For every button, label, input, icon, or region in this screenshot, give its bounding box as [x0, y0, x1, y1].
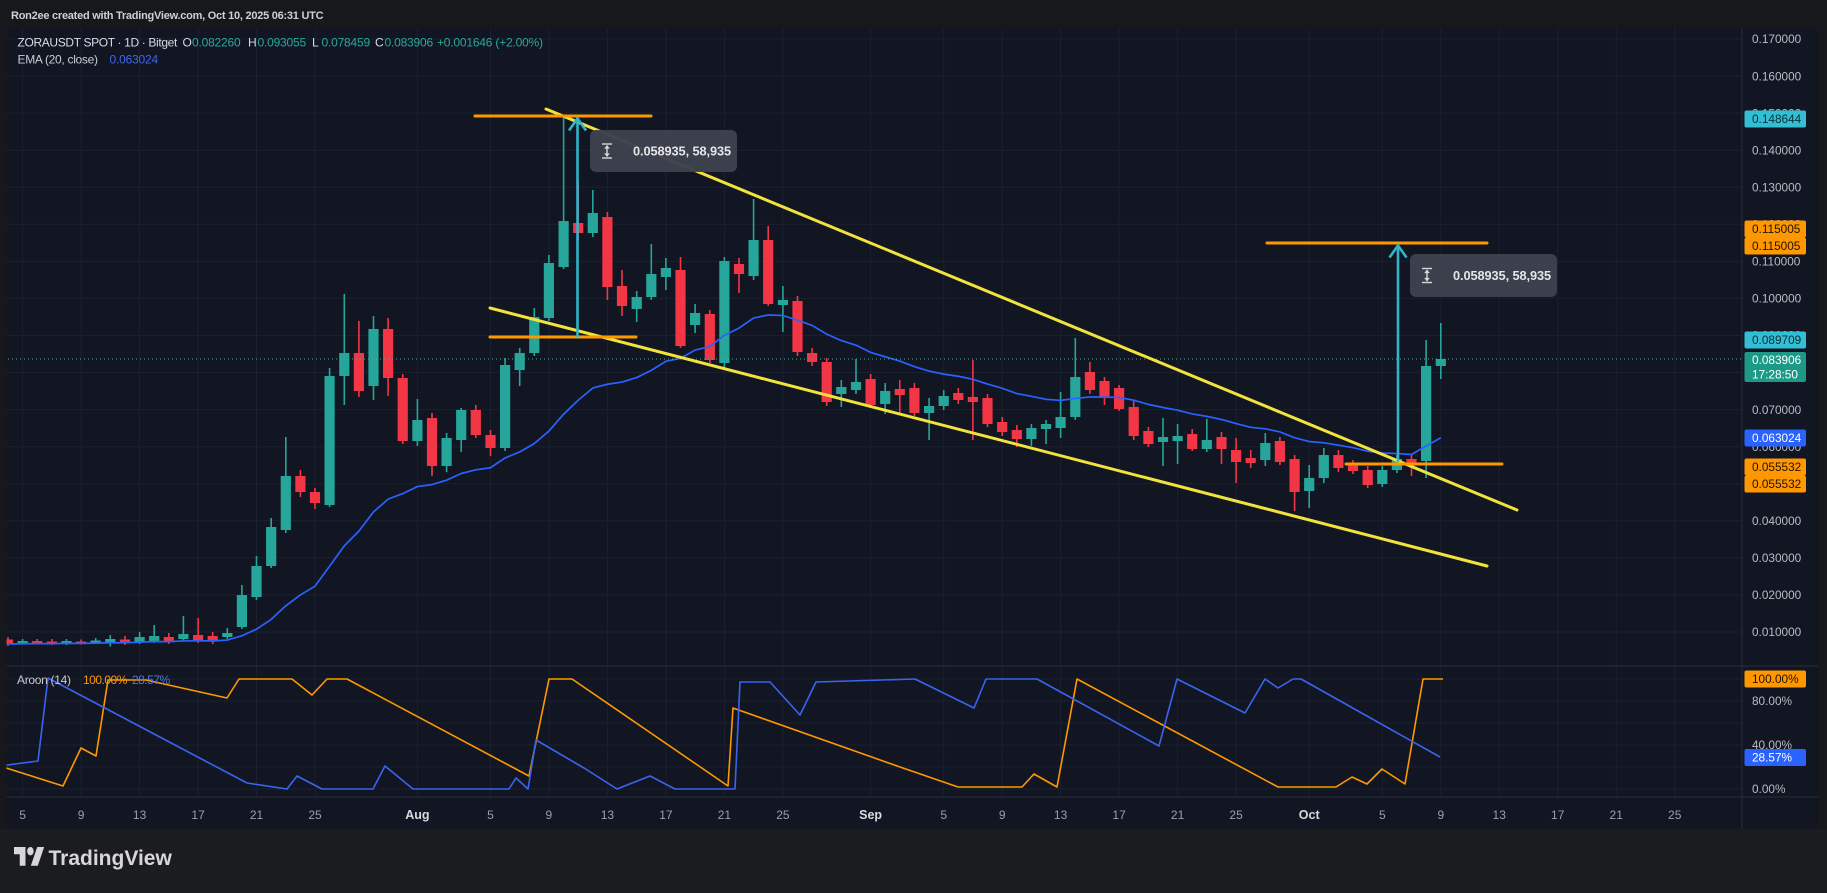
svg-text:5: 5 [1379, 808, 1386, 822]
svg-text:0.130000: 0.130000 [1752, 180, 1802, 194]
svg-text:0.115005: 0.115005 [1752, 239, 1801, 253]
svg-text:21: 21 [718, 808, 732, 822]
svg-text:80.00%: 80.00% [1752, 694, 1793, 708]
svg-text:25: 25 [776, 808, 790, 822]
svg-text:13: 13 [601, 808, 615, 822]
svg-text:0.083906: 0.083906 [1752, 353, 1802, 367]
svg-text:40.00%: 40.00% [1752, 738, 1793, 752]
svg-text:0.115005: 0.115005 [1752, 222, 1801, 236]
svg-text:17: 17 [1112, 808, 1126, 822]
svg-text:0.082260: 0.082260 [192, 36, 241, 50]
svg-text:0.100000: 0.100000 [1752, 292, 1802, 306]
svg-text:0.148644: 0.148644 [1752, 112, 1802, 126]
svg-text:EMA (20, close): EMA (20, close) [18, 53, 99, 67]
svg-text:0.058935, 58,935: 0.058935, 58,935 [633, 144, 731, 159]
svg-text:Aroon (14): Aroon (14) [17, 673, 71, 687]
svg-text:0.055532: 0.055532 [1752, 460, 1801, 474]
svg-text:9: 9 [546, 808, 553, 822]
svg-text:0.083906: 0.083906 [385, 36, 434, 50]
svg-text:17: 17 [659, 808, 673, 822]
svg-text:21: 21 [250, 808, 264, 822]
svg-text:0.093055: 0.093055 [258, 36, 307, 50]
svg-text:9: 9 [999, 808, 1006, 822]
svg-text:Oct: Oct [1299, 808, 1321, 822]
svg-text:Ron2ee created with TradingVie: Ron2ee created with TradingView.com, Oct… [11, 10, 324, 22]
svg-text:0.089709: 0.089709 [1752, 333, 1801, 347]
svg-text:25: 25 [308, 808, 322, 822]
svg-text:21: 21 [1610, 808, 1624, 822]
svg-text:25: 25 [1668, 808, 1682, 822]
svg-text:H: H [248, 36, 257, 50]
svg-text:5: 5 [487, 808, 494, 822]
svg-text:0.140000: 0.140000 [1752, 143, 1802, 157]
svg-text:Aug: Aug [405, 808, 429, 822]
svg-text:0.110000: 0.110000 [1752, 255, 1801, 269]
svg-text:28.57%: 28.57% [132, 673, 171, 687]
svg-text:+0.001646 (+2.00%): +0.001646 (+2.00%) [437, 36, 543, 50]
svg-text:17: 17 [1551, 808, 1565, 822]
svg-text:13: 13 [1493, 808, 1507, 822]
svg-text:5: 5 [19, 808, 26, 822]
svg-text:13: 13 [133, 808, 147, 822]
svg-text:0.170000: 0.170000 [1752, 32, 1802, 46]
svg-text:0.00%: 0.00% [1752, 782, 1786, 796]
svg-text:0.070000: 0.070000 [1752, 403, 1802, 417]
svg-text:21: 21 [1171, 808, 1185, 822]
svg-text:5: 5 [940, 808, 947, 822]
svg-text:0.063024: 0.063024 [1752, 431, 1802, 445]
svg-text:17:28:50: 17:28:50 [1752, 368, 1798, 382]
svg-text:0.058935, 58,935: 0.058935, 58,935 [1453, 268, 1551, 283]
svg-text:ZORAUSDT SPOT · 1D · Bitget: ZORAUSDT SPOT · 1D · Bitget [18, 36, 178, 50]
svg-text:13: 13 [1054, 808, 1068, 822]
svg-text:0.055532: 0.055532 [1752, 477, 1801, 491]
svg-text:100.00%: 100.00% [83, 673, 128, 687]
svg-text:C: C [375, 36, 384, 50]
svg-text:O: O [183, 36, 192, 50]
svg-text:9: 9 [78, 808, 85, 822]
svg-text:0.010000: 0.010000 [1752, 625, 1802, 639]
svg-text:0.040000: 0.040000 [1752, 514, 1802, 528]
svg-text:0.063024: 0.063024 [110, 53, 159, 67]
svg-text:0.020000: 0.020000 [1752, 588, 1802, 602]
svg-text:28.57%: 28.57% [1752, 751, 1793, 765]
svg-text:0.160000: 0.160000 [1752, 69, 1802, 83]
svg-text:25: 25 [1229, 808, 1243, 822]
svg-text:Sep: Sep [859, 808, 882, 822]
svg-text:TradingView: TradingView [49, 847, 173, 870]
svg-text:L: L [312, 36, 319, 50]
svg-text:17: 17 [191, 808, 205, 822]
svg-text:9: 9 [1437, 808, 1444, 822]
svg-text:0.030000: 0.030000 [1752, 551, 1802, 565]
svg-text:0.078459: 0.078459 [322, 36, 371, 50]
svg-text:100.00%: 100.00% [1752, 672, 1799, 686]
